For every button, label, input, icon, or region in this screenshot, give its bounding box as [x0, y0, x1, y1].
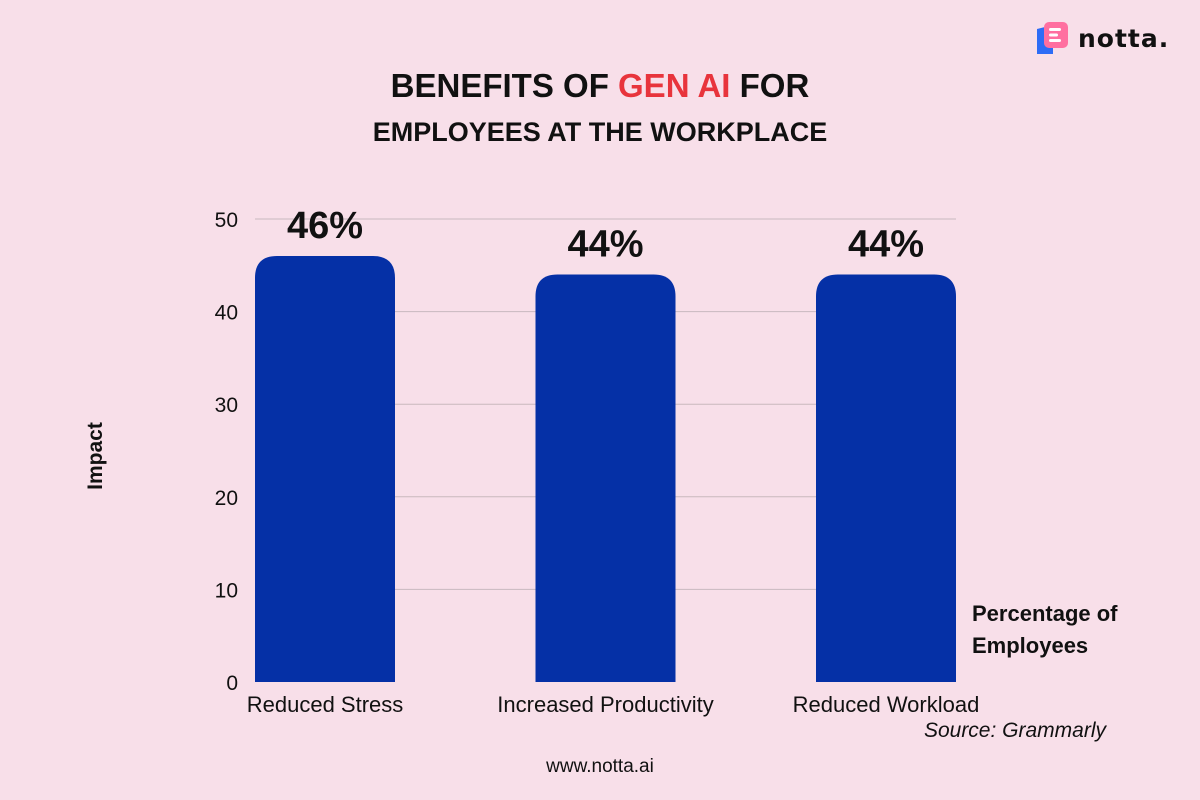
data-label: 44%	[848, 224, 924, 266]
title-accent: GEN AI	[618, 67, 731, 104]
notta-logo-icon	[1037, 22, 1068, 54]
y-tick-label: 40	[215, 302, 238, 325]
x-tick-label: Increased Productivity	[497, 692, 713, 717]
title-part2: FOR	[730, 67, 810, 104]
legend-series-name: Percentage of Employees	[972, 601, 1118, 658]
title-part1: BENEFITS OF	[390, 67, 619, 104]
y-tick-label: 30	[215, 394, 238, 417]
data-label: 46%	[287, 205, 363, 247]
bar	[535, 274, 676, 682]
bar	[816, 274, 956, 682]
y-tick-label: 10	[215, 579, 238, 602]
y-axis-label-wrap: Impact	[84, 418, 108, 494]
chart-subtitle: EMPLOYEES AT THE WORKPLACE	[372, 117, 828, 147]
y-axis-label: Impact	[84, 422, 107, 490]
logo-text: notta.	[1078, 23, 1170, 53]
notta-logo: notta.	[1034, 18, 1169, 58]
website-footer: www.notta.ai	[546, 756, 654, 777]
data-label: 44%	[567, 224, 643, 266]
y-tick-label: 0	[226, 672, 238, 695]
bar	[255, 256, 395, 682]
source-note: Source: Grammarly	[923, 719, 1106, 742]
y-tick-label: 20	[215, 487, 238, 510]
x-tick-label: Reduced Workload	[793, 692, 980, 717]
x-tick-label: Reduced Stress	[247, 692, 404, 717]
chart-title: BENEFITS OF GEN AI FOR	[0, 66, 1200, 106]
y-tick-label: 50	[215, 209, 238, 232]
